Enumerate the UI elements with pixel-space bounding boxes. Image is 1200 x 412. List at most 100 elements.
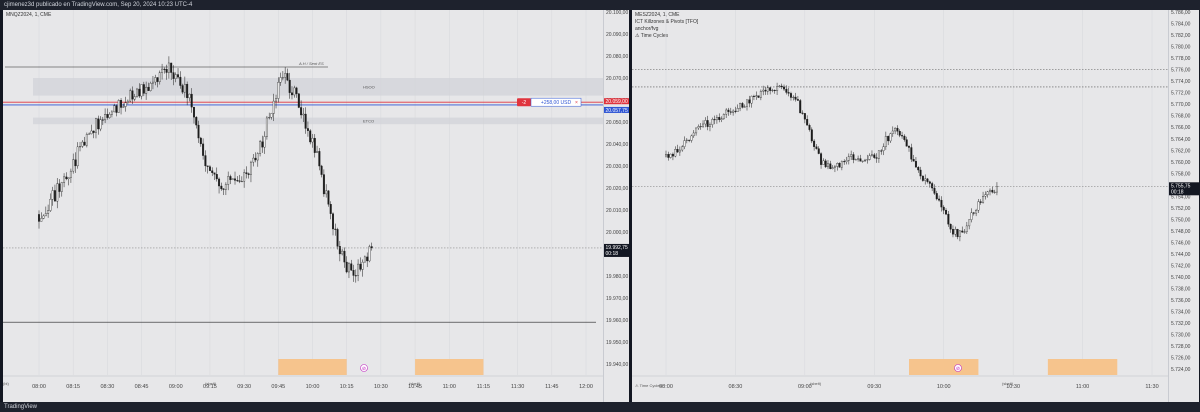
candle-body	[801, 112, 804, 114]
candle-body	[785, 88, 788, 93]
position-size-text: -2	[522, 100, 527, 106]
candle-body	[769, 87, 772, 91]
price-tick-label: 5.786,00	[1171, 10, 1191, 16]
candle-body	[268, 117, 271, 119]
price-tick-label: 5.776,00	[1171, 68, 1191, 74]
candle-body	[905, 139, 908, 147]
candle-body	[104, 114, 107, 121]
candle-body	[995, 186, 998, 193]
candle-body	[968, 219, 971, 227]
time-tick-label: 11:00	[443, 384, 456, 390]
current-price-text: 19.992,75	[606, 245, 628, 251]
candle-body	[72, 159, 75, 172]
time-tick-label: 10:30	[374, 384, 388, 390]
candle-body	[926, 178, 929, 182]
candle-body	[741, 103, 744, 108]
candle-body	[727, 109, 730, 112]
candle-body	[136, 88, 138, 97]
candle-body	[44, 213, 47, 217]
price-tick-label: 5.758,00	[1171, 171, 1191, 177]
candle-body	[222, 188, 225, 190]
event-icon-glyph: ⊘	[362, 366, 366, 372]
candle-body	[780, 85, 783, 88]
candle-body	[347, 263, 350, 273]
candle-body	[875, 157, 878, 159]
candle-body	[256, 153, 259, 161]
candle-body	[336, 229, 339, 247]
candle-body	[195, 116, 198, 126]
candle-body	[685, 139, 688, 141]
candle-body	[748, 99, 751, 104]
candle-body	[935, 193, 938, 200]
indicator-label[interactable]: ⚠ Time Cycles	[635, 33, 669, 39]
price-axis-mnq[interactable]: 20.100,00 20.090,00 20.080,00 20.070,00 20.0…	[603, 10, 629, 402]
candle-body	[259, 141, 262, 154]
candle-body	[322, 174, 325, 195]
bottom-indicator-legend[interactable]: ⚠ Time Cycles+	[635, 383, 664, 388]
close-position-icon[interactable]: ×	[575, 100, 578, 106]
candle-body	[665, 154, 667, 157]
price-tick-label: 5.768,00	[1171, 114, 1191, 120]
candle-body	[110, 111, 113, 115]
candle-body	[898, 131, 901, 136]
candle-body	[215, 174, 218, 180]
session-highlight	[278, 359, 347, 375]
candle-body	[65, 176, 68, 180]
event-icon[interactable]	[360, 364, 368, 372]
candle-body	[773, 89, 776, 92]
symbol-legend: MNQZ2024, 1, CME	[6, 12, 51, 19]
candle-body	[74, 159, 77, 167]
price-tick-label: 5.724,00	[1171, 367, 1191, 373]
candle-body	[692, 132, 695, 137]
candle-body	[725, 109, 728, 115]
bottom-tag: (sbelt)	[409, 381, 421, 386]
candle-body	[808, 125, 811, 130]
candle-body	[970, 212, 973, 220]
candle-body	[126, 100, 129, 103]
candle-body	[669, 153, 672, 158]
candle-body	[291, 92, 293, 96]
time-tick-label: 08:00	[32, 384, 46, 390]
candle-body	[757, 95, 760, 98]
candle-body	[931, 183, 934, 189]
candle-body	[961, 230, 964, 233]
candle-body	[771, 89, 774, 91]
candle-body	[942, 206, 945, 211]
chart-panel-mnq[interactable]: MNQZ2024, 1, CME HSOO ETCO A.H / Sent ES 08…	[3, 10, 616, 402]
time-tick-label: 09:30	[237, 384, 251, 390]
chart-panel-mes[interactable]: MESZ2024, 1, CME ICT Killzones & Pivots …	[632, 10, 1182, 402]
candle-body	[783, 86, 786, 90]
time-tick-label: 11:00	[1076, 384, 1089, 390]
candle-body	[320, 165, 323, 175]
zone-label: HSOO	[363, 84, 375, 89]
candle-body	[857, 158, 860, 160]
candle-body	[329, 204, 332, 214]
candle-body	[197, 124, 200, 139]
candle-body	[989, 189, 991, 192]
candle-body	[993, 191, 996, 193]
price-tick-label: 5.774,00	[1171, 79, 1191, 85]
price-axis-mes[interactable]: 5.786,00 5.784,00 5.782,00 5.780,00 5.778,00…	[1168, 10, 1199, 402]
candle-body	[313, 137, 316, 153]
indicator-label[interactable]: anchor/fvg	[635, 26, 659, 32]
event-icon[interactable]	[954, 364, 962, 372]
candle-body	[817, 148, 820, 154]
candle-body	[838, 163, 841, 168]
position-badge[interactable]: -2 +258,00 USD ×	[517, 97, 582, 107]
candle-body	[284, 73, 287, 78]
price-tick-label: 5.782,00	[1171, 33, 1191, 39]
candle-body	[806, 119, 809, 126]
price-tick-label: 19.960,00	[606, 318, 628, 324]
indicator-label[interactable]: ICT Killzones & Pivots [TFO]	[635, 19, 699, 25]
candle-body	[882, 146, 885, 151]
candle-body	[368, 246, 371, 262]
candle-body	[824, 160, 827, 168]
candle-body	[90, 130, 93, 135]
position-size-badge[interactable]	[517, 98, 531, 107]
mnq-chart-svg[interactable]: HSOO ETCO A.H / Sent ES 08:00 08:15 08:30 08:4…	[3, 10, 616, 402]
candle-body	[671, 153, 674, 157]
position-pnl-box[interactable]	[530, 97, 582, 107]
mes-chart-svg[interactable]: 08:00 08:30 09:00 09:30 10:00 10:30 11:00 11:30…	[632, 10, 1182, 402]
publish-header: cjimenez3d publicado en TradingView.com,…	[0, 0, 1200, 10]
candle-body	[940, 199, 943, 208]
